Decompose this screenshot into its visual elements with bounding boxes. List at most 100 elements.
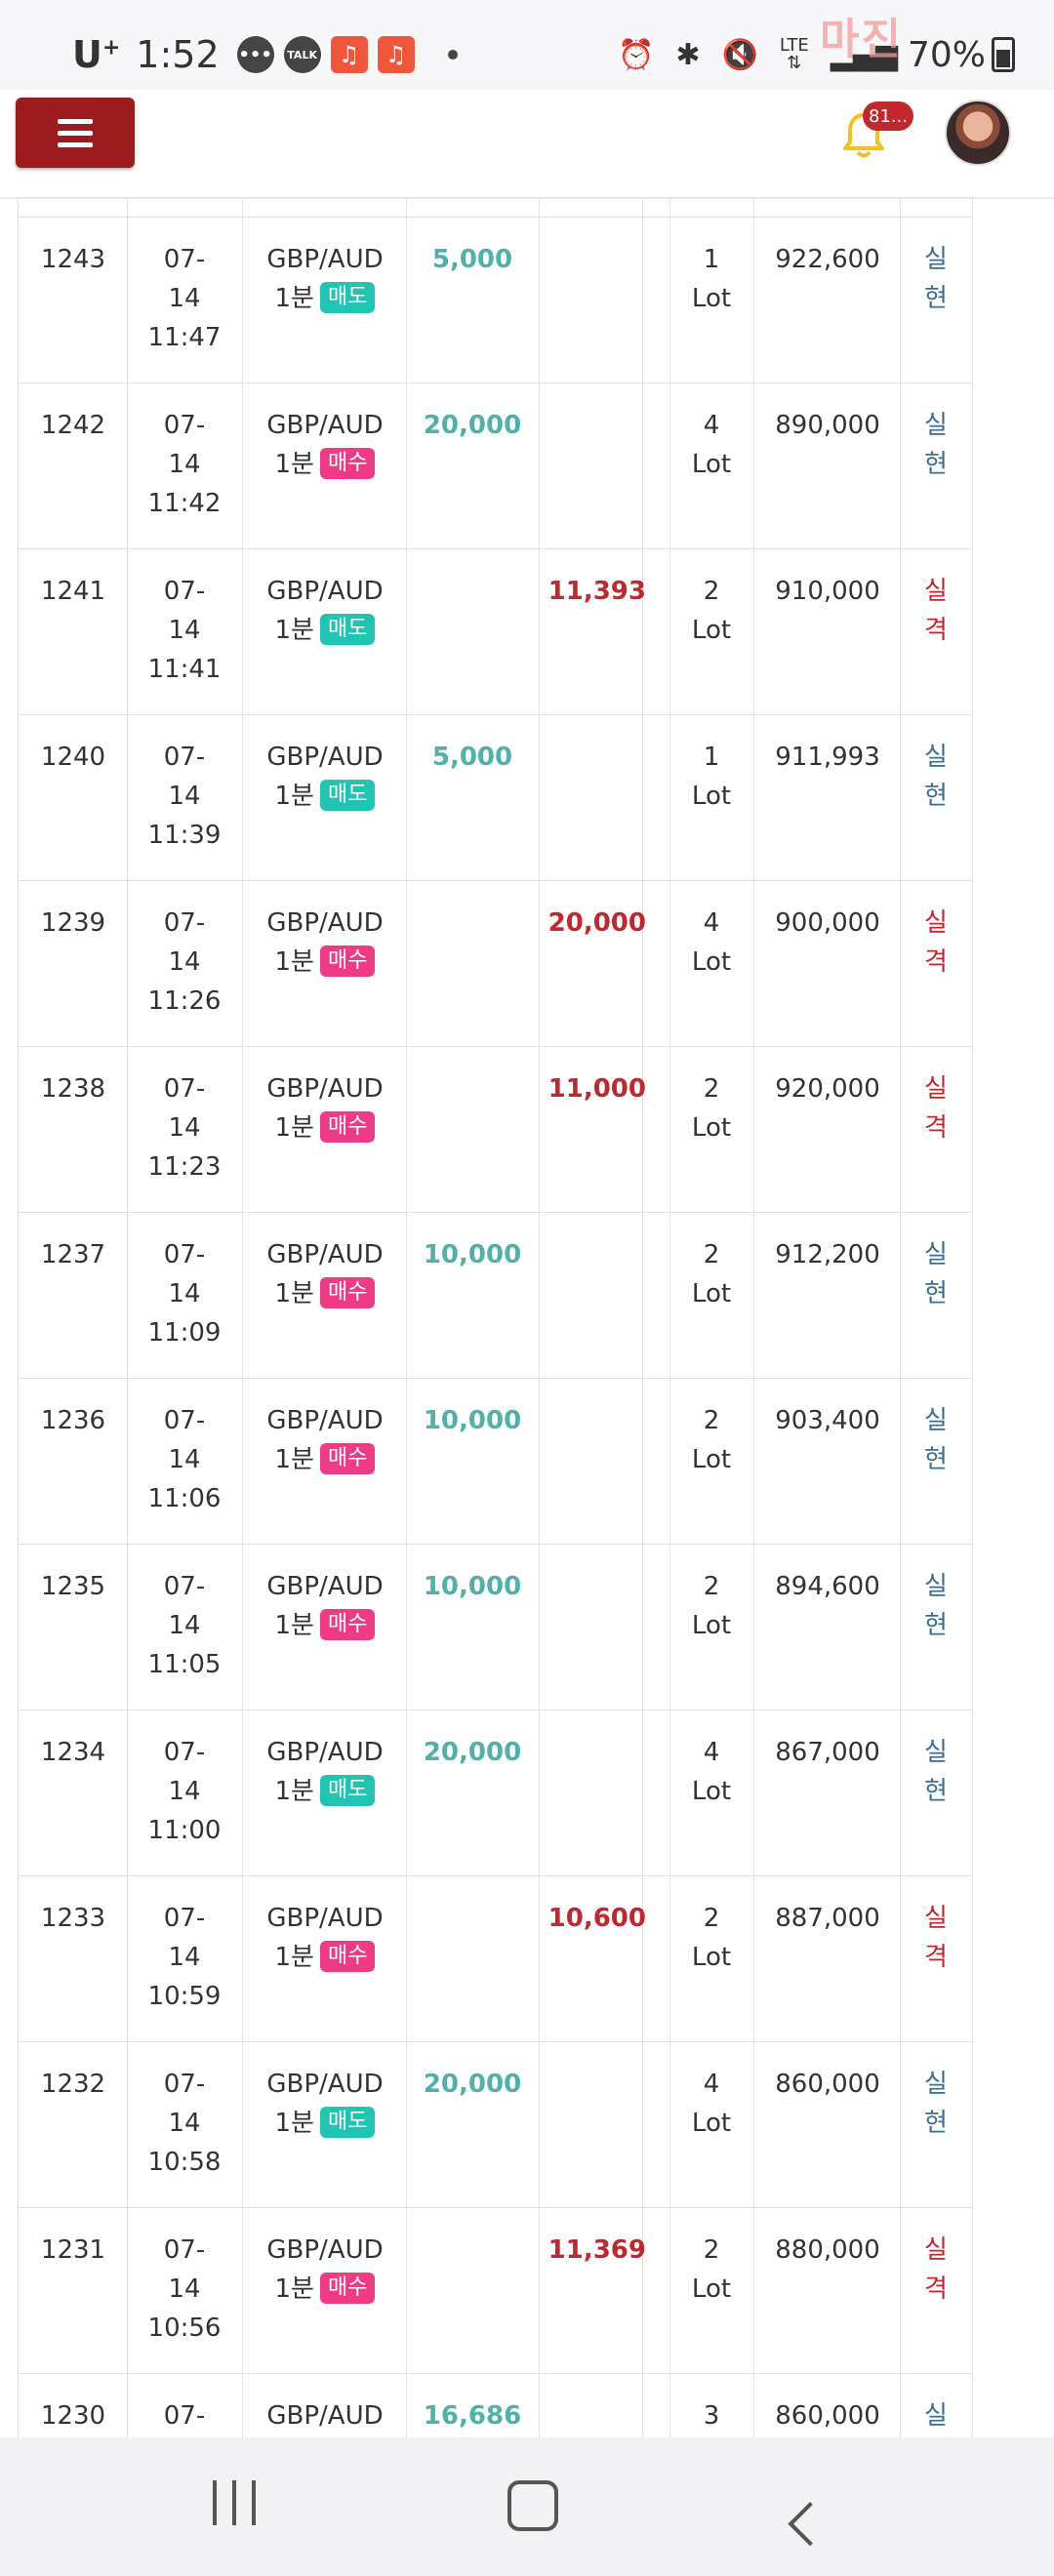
result-char-1: 실 [924,1904,948,1933]
trade-time: 11:26 [147,986,222,1016]
lot-count: 2 [703,1572,720,1601]
trade-time: 10:59 [147,1982,222,2011]
row-divider [18,880,972,881]
trade-balance: 880,000 [775,2235,880,2265]
home-button[interactable] [507,2480,558,2531]
trade-interval: 1분 [274,2274,314,2304]
trade-day: 14 [168,1445,201,1474]
table-row[interactable]: 1242 07- 14 11:42 GBP/AUD 1분 매수 20,000 4 Lot 890,0… [0,382,1054,548]
kakaotalk-notification-icon: TALK [283,36,321,73]
result-char-1: 실 [924,1240,948,1269]
table-row[interactable]: 1234 07- 14 11:00 GBP/AUD 1분 매도 20,000 4 Lot 867,0… [0,1710,1054,1875]
result-char-2: 격 [924,1113,948,1143]
column-divider [753,197,754,2437]
trade-quantity: 2 Lot [669,1567,753,1645]
result-char-2: 현 [924,1279,948,1308]
trade-time: 11:39 [147,821,222,850]
table-row[interactable]: 1237 07- 14 11:09 GBP/AUD 1분 매수 10,000 2 Lot 912,2… [0,1212,1054,1378]
lot-unit: Lot [691,450,732,479]
menu-button[interactable] [16,98,135,168]
trade-loss: 11,369 [547,2235,646,2265]
result-char-2: 현 [924,2109,948,2138]
table-row[interactable]: 1231 07- 14 10:56 GBP/AUD 1분 매수 11,369 2 Lot 880,0… [0,2207,1054,2373]
result-char-2: 격 [924,2274,948,2304]
trade-month: 07- [163,743,206,772]
status-left: U+ 1:52 ••• TALK ♫ ♫ [72,29,458,80]
trade-interval: 1분 [274,284,314,313]
result-char-1: 실 [924,743,948,772]
result-char-1: 실 [924,411,948,440]
trade-symbol: GBP/AUD 1분 매도 [244,738,406,816]
currency-pair: GBP/AUD [266,908,384,938]
result-char-2: 현 [924,1445,948,1474]
recents-button[interactable] [213,2480,256,2525]
trade-datetime: 07- 14 11:23 [127,1069,242,1187]
lot-count: 4 [703,2070,720,2099]
trade-day: 14 [168,284,201,313]
lot-count: 2 [703,1240,720,1269]
trade-datetime: 07- 14 10:59 [127,1899,242,2016]
trade-balance: 903,400 [775,1406,880,1435]
trade-datetime: 07- 14 11:06 [127,1401,242,1518]
lot-count: 3 [703,2401,720,2431]
trade-side-badge: 매수 [319,447,376,479]
back-button[interactable] [788,2502,832,2547]
table-row[interactable]: 1230 07- GBP/AUD 16,686 3 860,000 실 [0,2373,1054,2437]
trade-balance: 867,000 [775,1738,880,1767]
trade-symbol: GBP/AUD 1분 매수 [244,1567,406,1645]
column-divider [642,197,643,2437]
trade-time: 11:05 [147,1650,222,1679]
trade-number: 1231 [40,2235,106,2265]
trade-balance: 920,000 [775,1074,880,1104]
result-char-1: 실 [924,577,948,606]
trade-day: 14 [168,782,201,811]
trade-time: 11:23 [147,1152,222,1182]
watermark-logo: 마진 [820,15,903,64]
lot-unit: Lot [691,2274,732,2304]
table-row[interactable]: 1232 07- 14 10:58 GBP/AUD 1분 매도 20,000 4 Lot 860,0… [0,2041,1054,2207]
trade-balance: 911,993 [775,743,880,772]
trade-side-badge: 매수 [319,1110,376,1143]
avatar[interactable] [945,100,1011,166]
trade-loss: 20,000 [547,908,646,938]
trade-interval: 1분 [274,1445,314,1474]
clock: 1:52 [136,33,220,76]
table-row[interactable]: 1241 07- 14 11:41 GBP/AUD 1분 매도 11,393 2 Lot 910,0… [0,548,1054,714]
lot-unit: Lot [691,782,732,811]
status-right: ⏰ ✱ 🔇 LTE ⇅ ▂▄▆ 70% [596,29,1015,80]
trade-side-badge: 매수 [319,1442,376,1474]
table-row[interactable]: 1238 07- 14 11:23 GBP/AUD 1분 매수 11,000 2 Lot 920,0… [0,1046,1054,1212]
trade-datetime: 07- 14 11:26 [127,904,242,1021]
trade-interval: 1분 [274,1113,314,1143]
table-row[interactable]: 1233 07- 14 10:59 GBP/AUD 1분 매수 10,600 2 Lot 887,0… [0,1875,1054,2041]
lot-count: 2 [703,1074,720,1104]
trade-balance: 910,000 [775,577,880,606]
lot-unit: Lot [691,1113,732,1143]
row-divider [18,382,972,383]
signal-icon: ▂▄▆ [830,37,898,72]
table-row[interactable]: 1239 07- 14 11:26 GBP/AUD 1분 매수 20,000 4 Lot 900,0… [0,880,1054,1046]
battery-percent: 70% [907,34,986,75]
table-row[interactable]: 1243 07- 14 11:47 GBP/AUD 1분 매도 5,000 1 Lot 922,60… [0,217,1054,382]
trade-balance: 900,000 [775,908,880,938]
row-divider [18,1378,972,1379]
carrier-label: U+ [72,33,121,76]
lot-count: 2 [703,2235,720,2265]
trade-time: 11:47 [147,323,222,352]
bluetooth-icon: ✱ [675,37,701,72]
trade-day: 14 [168,1777,201,1806]
table-row[interactable]: 1240 07- 14 11:39 GBP/AUD 1분 매도 5,000 1 Lot 911,99… [0,714,1054,880]
lot-unit: Lot [691,1777,732,1806]
trade-symbol: GBP/AUD 1분 매수 [244,1899,406,1977]
trade-month: 07- [163,1904,206,1933]
trade-profit: 20,000 [423,411,522,440]
trade-balance: 912,200 [775,1240,880,1269]
table-row[interactable]: 1235 07- 14 11:05 GBP/AUD 1분 매수 10,000 2 Lot 894,6… [0,1544,1054,1710]
table-row[interactable]: 1236 07- 14 11:06 GBP/AUD 1분 매수 10,000 2 Lot 903,4… [0,1378,1054,1544]
lot-unit: Lot [691,947,732,977]
trade-month: 07- [163,245,206,274]
result-char-2: 현 [924,450,948,479]
